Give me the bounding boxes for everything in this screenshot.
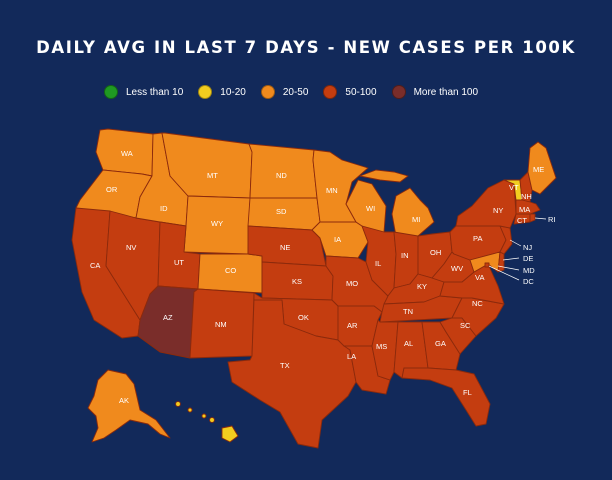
legend-label-10-20: 10-20	[220, 86, 246, 98]
state-label-ma: MA	[519, 205, 530, 214]
state-label-nj: NJ	[523, 243, 532, 252]
state-label-ga: GA	[435, 339, 446, 348]
state-label-ne: NE	[280, 243, 290, 252]
state-label-sd: SD	[276, 207, 287, 216]
legend-swatch-more-than-100	[391, 85, 406, 99]
state-label-pa: PA	[473, 234, 482, 243]
state-nm[interactable]	[189, 288, 255, 359]
legend-label-50-100: 50-100	[345, 86, 377, 98]
state-label-nm: NM	[215, 320, 227, 329]
state-label-wv: WV	[451, 264, 463, 273]
legend-item-20-50: 20-50	[260, 85, 309, 99]
state-label-fl: FL	[463, 388, 472, 397]
state-nh[interactable]	[519, 171, 533, 203]
state-tx[interactable]	[227, 299, 357, 449]
state-label-ok: OK	[298, 313, 309, 322]
state-wy[interactable]	[183, 195, 251, 255]
legend-swatch-20-50	[260, 85, 275, 99]
state-label-ak: AK	[119, 396, 129, 405]
legend-swatch-10-20	[198, 85, 213, 99]
state-label-tn: TN	[403, 307, 413, 316]
state-hi-island[interactable]	[187, 407, 193, 413]
callout-line-nj	[509, 239, 522, 247]
state-label-in: IN	[401, 251, 409, 260]
state-label-mn: MN	[326, 186, 338, 195]
state-label-il: IL	[375, 259, 381, 268]
state-label-ks: KS	[292, 277, 302, 286]
state-label-vt: VT	[509, 183, 519, 192]
map-title: DAILY AVG IN LAST 7 DAYS - NEW CASES PER…	[36, 38, 576, 57]
state-label-mo: MO	[346, 279, 358, 288]
legend-label-less-than-10: Less than 10	[126, 86, 184, 98]
state-label-tx: TX	[280, 361, 290, 370]
state-label-ct: CT	[517, 216, 527, 225]
state-label-ia: IA	[334, 235, 341, 244]
state-label-ar: AR	[347, 321, 358, 330]
state-hi[interactable]	[221, 425, 239, 443]
state-ri[interactable]	[529, 213, 536, 223]
state-label-me: ME	[533, 165, 544, 174]
state-mi-upper[interactable]	[359, 169, 409, 183]
state-hi-island[interactable]	[209, 417, 215, 423]
state-label-la: LA	[347, 352, 356, 361]
state-label-ut: UT	[174, 258, 184, 267]
state-label-nv: NV	[126, 243, 136, 252]
state-fl[interactable]	[401, 367, 491, 427]
state-label-mi: MI	[412, 215, 420, 224]
state-label-ky: KY	[417, 282, 427, 291]
state-label-oh: OH	[430, 248, 441, 257]
legend-item-50-100: 50-100	[323, 85, 377, 99]
legend-item-more-than-100: More than 100	[391, 85, 479, 99]
legend-swatch-50-100	[323, 85, 338, 99]
state-mi[interactable]	[391, 187, 435, 237]
state-label-co: CO	[225, 266, 236, 275]
state-label-al: AL	[404, 339, 413, 348]
state-label-nd: ND	[276, 171, 287, 180]
legend-swatch-less-than-10	[104, 85, 118, 99]
state-label-ri: RI	[548, 215, 556, 224]
callout-line-de	[502, 257, 520, 261]
state-label-mt: MT	[207, 171, 218, 180]
state-label-va: VA	[475, 273, 484, 282]
state-hi-island[interactable]	[201, 413, 207, 419]
state-label-nc: NC	[472, 299, 483, 308]
legend-label-20-50: 20-50	[282, 86, 309, 98]
state-label-wa: WA	[121, 149, 133, 158]
state-label-id: ID	[160, 204, 168, 213]
state-label-or: OR	[106, 185, 118, 194]
state-label-wy: WY	[211, 219, 223, 228]
state-dc[interactable]	[484, 262, 490, 268]
legend-item-10-20: 10-20	[198, 85, 246, 99]
state-label-az: AZ	[163, 313, 173, 322]
state-label-ca: CA	[90, 261, 100, 270]
callout-line-md	[497, 265, 520, 271]
callout-line-ri	[534, 217, 547, 220]
state-label-wi: WI	[366, 204, 375, 213]
state-label-de: DE	[523, 254, 533, 263]
state-ak[interactable]	[87, 369, 171, 443]
callout-line-dc	[488, 265, 520, 281]
state-label-ny: NY	[493, 206, 503, 215]
state-ny[interactable]	[455, 179, 517, 229]
state-label-md: MD	[523, 266, 535, 275]
legend-label-more-than-100: More than 100	[413, 86, 479, 98]
legend: Less than 10 10-20 20-50 50-100 More tha…	[104, 84, 478, 100]
state-label-sc: SC	[460, 321, 471, 330]
state-me[interactable]	[527, 141, 557, 195]
state-label-dc: DC	[523, 277, 534, 286]
state-hi-island[interactable]	[175, 401, 181, 407]
state-label-nh: NH	[521, 192, 532, 201]
legend-item-less-than-10: Less than 10	[104, 85, 183, 99]
state-label-ms: MS	[376, 342, 387, 351]
